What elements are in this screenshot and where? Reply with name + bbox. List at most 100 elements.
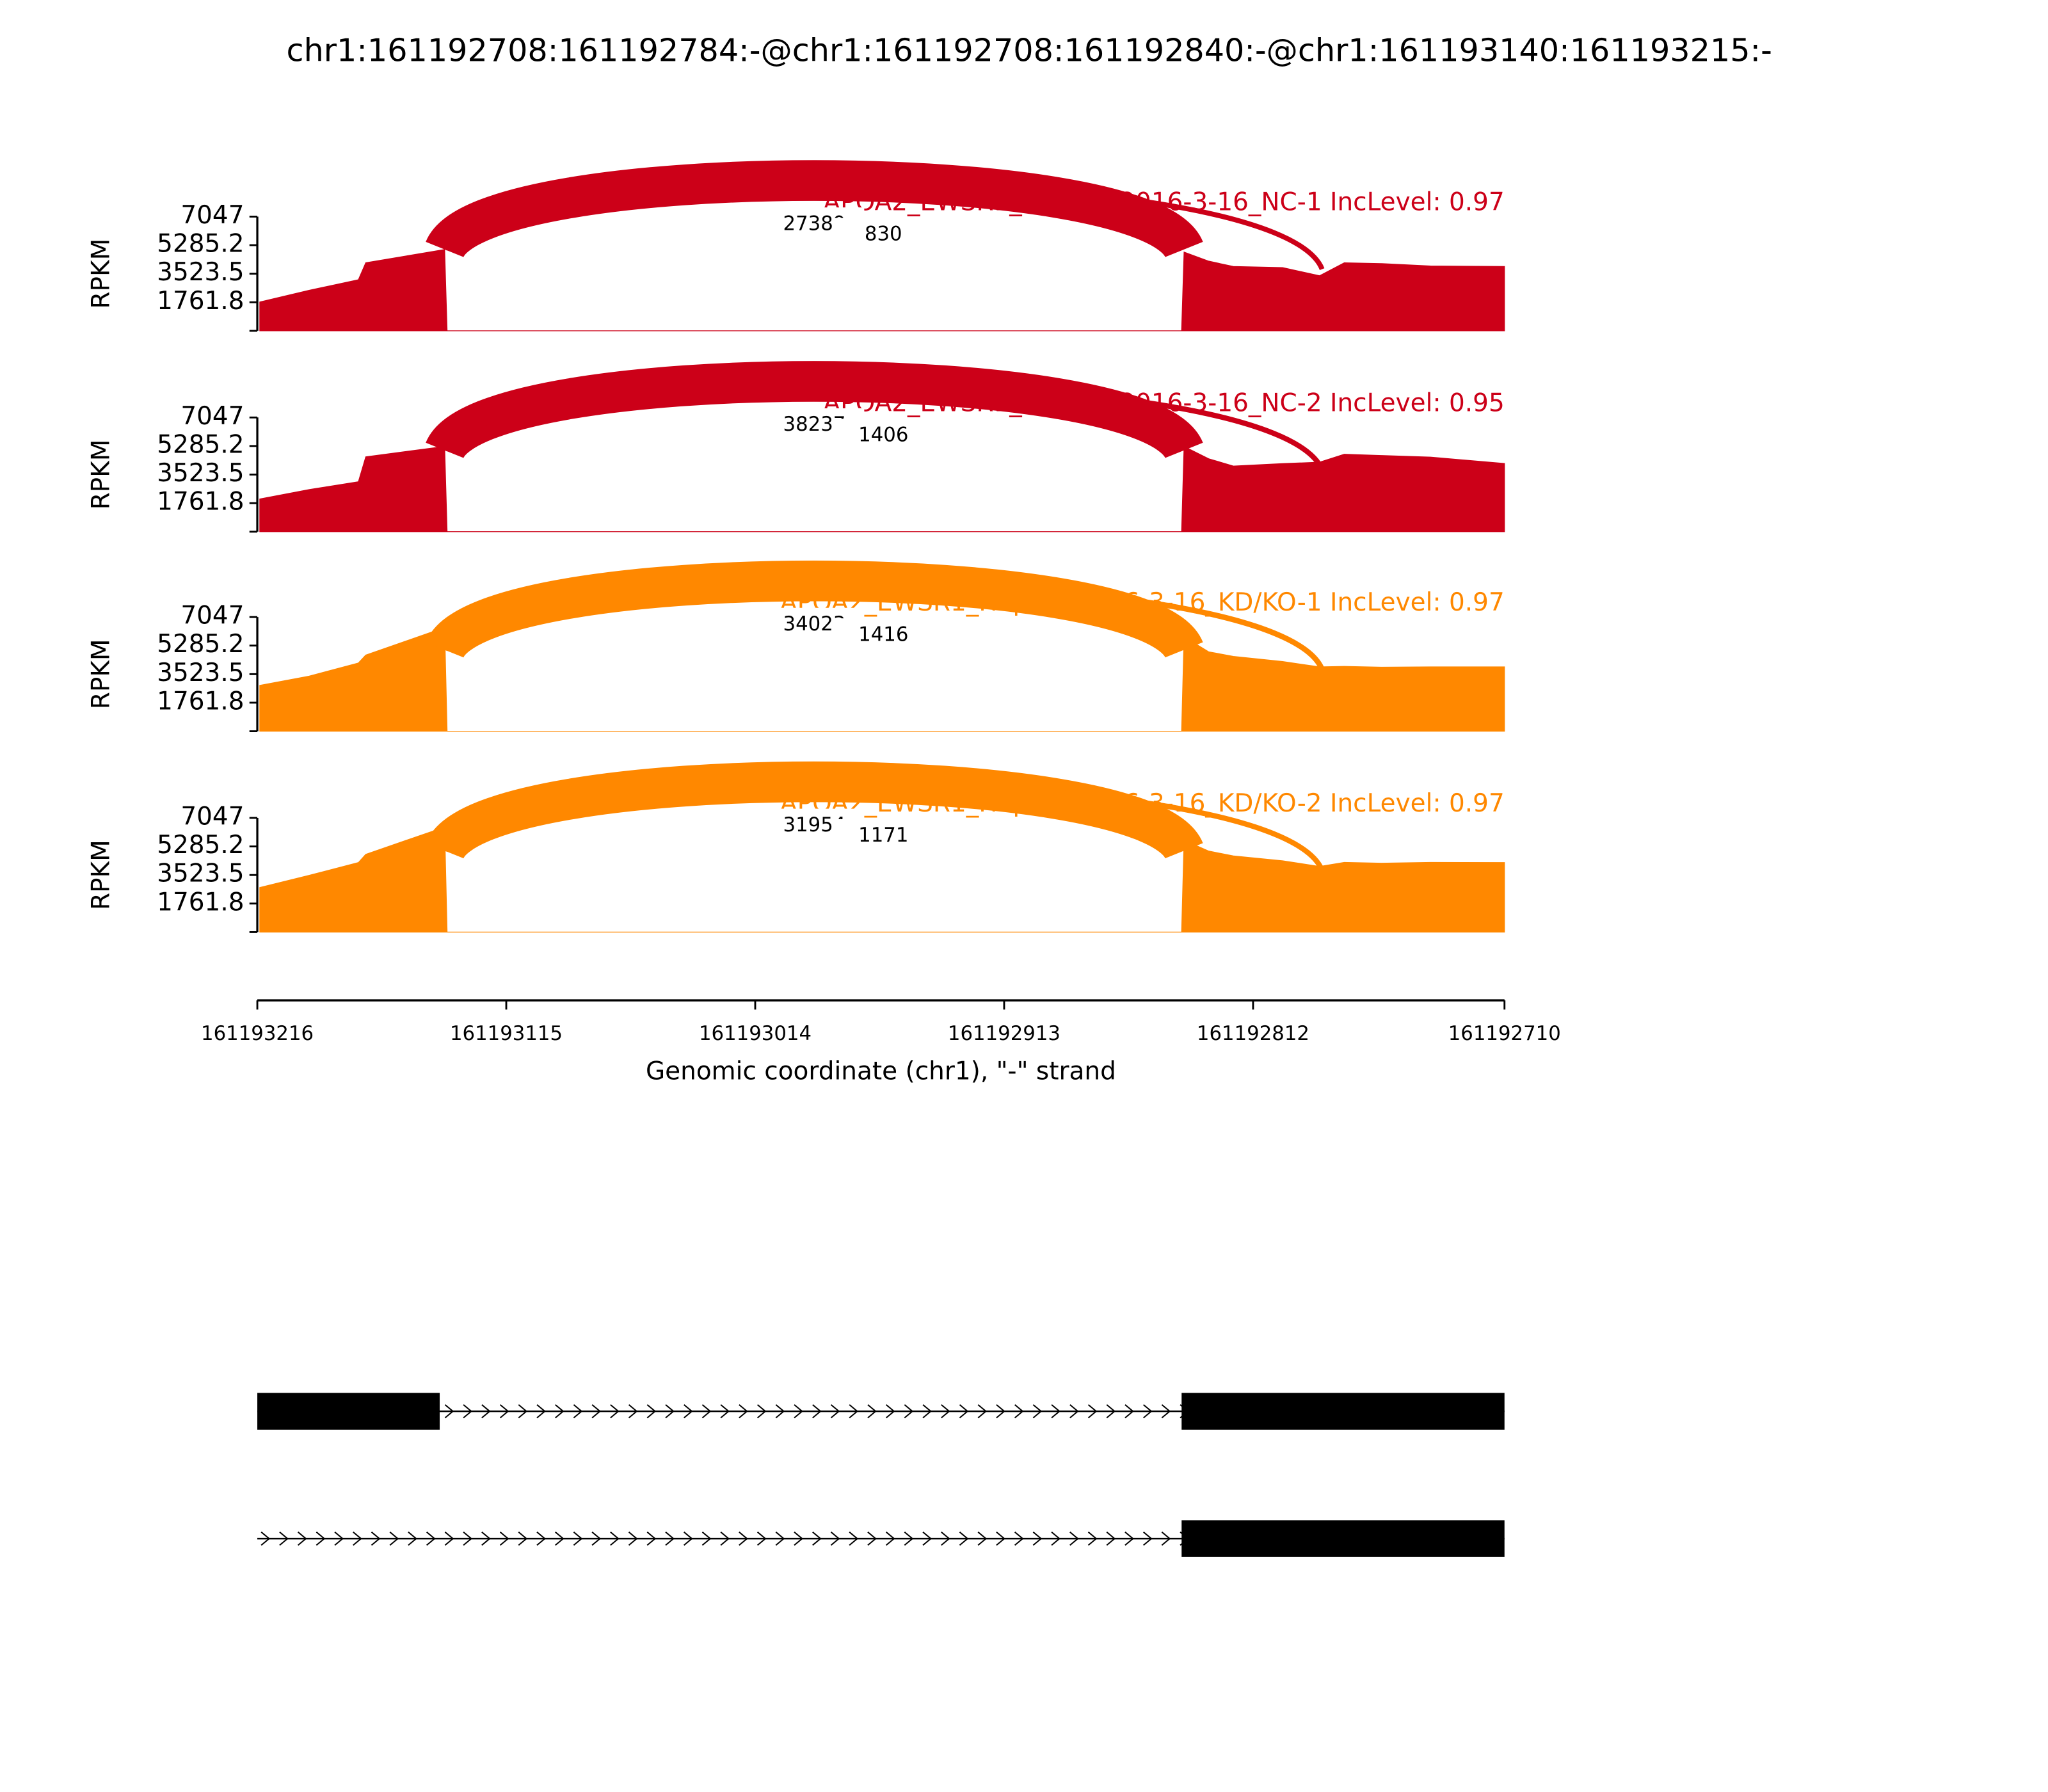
intron-arrow bbox=[334, 1532, 344, 1546]
intron-arrow bbox=[794, 1404, 803, 1419]
coverage-area bbox=[259, 249, 1505, 332]
intron-arrow bbox=[353, 1532, 362, 1546]
intron-arrow bbox=[885, 1532, 895, 1546]
x-tick-label: 161192913 bbox=[948, 1022, 1060, 1045]
intron-arrow bbox=[867, 1532, 877, 1546]
junction-arc bbox=[442, 580, 1325, 671]
intron-arrow bbox=[1069, 1532, 1079, 1546]
intron-arrow bbox=[867, 1404, 877, 1419]
intron-arrow bbox=[1087, 1404, 1098, 1419]
intron-arrow bbox=[959, 1404, 969, 1419]
junction-arc bbox=[442, 381, 1325, 471]
intron-arrow bbox=[849, 1532, 859, 1546]
intron-arrow bbox=[1106, 1532, 1116, 1546]
x-axis-label: Genomic coordinate (chr1), "-" strand bbox=[646, 1057, 1116, 1085]
intron-arrow bbox=[1143, 1404, 1153, 1419]
intron-arrow bbox=[775, 1532, 785, 1546]
coverage-area bbox=[259, 826, 1505, 933]
y-tick-label: 1761.8 bbox=[157, 687, 244, 716]
intron-arrow bbox=[610, 1532, 620, 1546]
intron-arrow bbox=[536, 1404, 546, 1419]
intron-arrow bbox=[977, 1532, 988, 1546]
intron-arrow bbox=[756, 1404, 767, 1419]
intron-arrow bbox=[536, 1532, 546, 1546]
y-tick-label: 5285.2 bbox=[157, 430, 244, 459]
intron-arrow bbox=[1143, 1532, 1153, 1546]
junction-label-box bbox=[833, 618, 934, 666]
intron-arrow bbox=[444, 1404, 454, 1419]
exon bbox=[1181, 1393, 1505, 1430]
x-tick-label: 161193014 bbox=[699, 1022, 812, 1045]
intron-arrow bbox=[904, 1532, 914, 1546]
y-tick-label: 5285.2 bbox=[157, 230, 244, 259]
y-tick-label: 5285.2 bbox=[157, 831, 244, 860]
intron-arrow bbox=[812, 1532, 822, 1546]
intron-arrow bbox=[720, 1404, 730, 1419]
intron-arrow bbox=[1087, 1532, 1098, 1546]
junction-arc bbox=[442, 180, 1325, 270]
junction-arc bbox=[442, 781, 1325, 872]
coverage-area bbox=[259, 627, 1505, 732]
y-axis-label: RPKM bbox=[87, 440, 116, 510]
intron-arrow bbox=[922, 1404, 932, 1419]
intron-arrow bbox=[739, 1404, 748, 1419]
intron-arrow bbox=[316, 1532, 326, 1546]
intron-arrow bbox=[555, 1404, 564, 1419]
intron-arrow bbox=[701, 1532, 712, 1546]
intron-arrow bbox=[481, 1532, 491, 1546]
intron-arrow bbox=[463, 1404, 473, 1419]
intron-arrow bbox=[684, 1532, 693, 1546]
intron-arrow bbox=[1124, 1532, 1134, 1546]
intron-arrow bbox=[481, 1404, 491, 1419]
intron-arrow bbox=[1069, 1404, 1079, 1419]
intron-arrow bbox=[1051, 1532, 1060, 1546]
intron-arrow bbox=[628, 1404, 638, 1419]
intron-arrow bbox=[260, 1532, 271, 1546]
intron-arrow bbox=[739, 1532, 748, 1546]
intron-arrow bbox=[591, 1404, 602, 1419]
intron-arrow bbox=[849, 1404, 859, 1419]
junction-label: 1416 bbox=[858, 623, 908, 646]
intron-arrow bbox=[389, 1532, 399, 1546]
junction-label-box bbox=[833, 819, 934, 867]
intron-arrow bbox=[628, 1532, 638, 1546]
intron-arrow bbox=[646, 1532, 657, 1546]
y-tick-label: 5285.2 bbox=[157, 630, 244, 659]
intron-arrow bbox=[518, 1404, 528, 1419]
figure-title: chr1:161192708:161192784:-@chr1:16119270… bbox=[287, 32, 1772, 69]
intron-arrow bbox=[756, 1532, 767, 1546]
y-tick-label: 1761.8 bbox=[157, 488, 244, 516]
y-tick-label: 3523.5 bbox=[157, 459, 244, 488]
intron-arrow bbox=[573, 1532, 583, 1546]
intron-arrow bbox=[518, 1532, 528, 1546]
intron-arrow bbox=[1032, 1532, 1043, 1546]
intron-arrow bbox=[408, 1532, 417, 1546]
intron-arrow bbox=[959, 1532, 969, 1546]
junction-label-box bbox=[833, 218, 934, 266]
x-tick-label: 161193115 bbox=[450, 1022, 563, 1045]
y-tick-label: 7047 bbox=[180, 802, 244, 831]
intron-arrow bbox=[885, 1404, 895, 1419]
intron-arrow bbox=[573, 1404, 583, 1419]
intron-arrow bbox=[1124, 1404, 1134, 1419]
exon bbox=[257, 1393, 440, 1430]
intron-arrow bbox=[279, 1532, 289, 1546]
y-tick-label: 7047 bbox=[180, 602, 244, 630]
intron-arrow bbox=[1051, 1404, 1060, 1419]
y-axis-label: RPKM bbox=[87, 840, 116, 910]
intron-arrow bbox=[941, 1404, 950, 1419]
intron-arrow bbox=[646, 1404, 657, 1419]
intron-arrow bbox=[610, 1404, 620, 1419]
intron-arrow bbox=[1161, 1532, 1171, 1546]
y-tick-label: 7047 bbox=[180, 402, 244, 431]
y-tick-label: 3523.5 bbox=[157, 659, 244, 687]
intron-arrow bbox=[701, 1404, 712, 1419]
intron-arrow bbox=[977, 1404, 988, 1419]
junction-label: 1406 bbox=[858, 424, 908, 447]
y-tick-label: 3523.5 bbox=[157, 860, 244, 888]
intron-arrow bbox=[665, 1532, 675, 1546]
exon bbox=[1181, 1520, 1505, 1557]
intron-arrow bbox=[904, 1404, 914, 1419]
intron-arrow bbox=[941, 1532, 950, 1546]
